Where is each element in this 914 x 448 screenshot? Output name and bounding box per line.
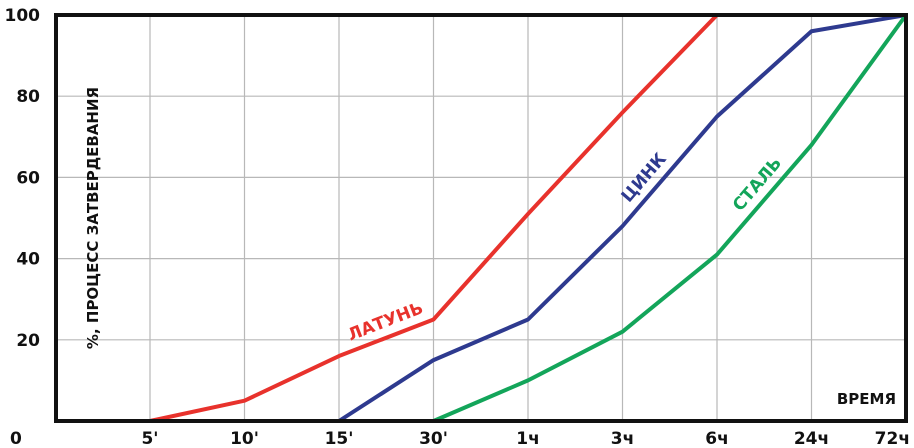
x-tick-label-3: 30': [419, 429, 448, 448]
y-tick-label-4: 100: [5, 6, 41, 26]
x-tick-label-0: 5': [141, 429, 158, 448]
x-axis-title: ВРЕМЯ: [837, 390, 896, 408]
x-tick-labels: 5' 10' 15' 30' 1ч 3ч 6ч 24ч 72ч: [141, 429, 910, 448]
x-tick-label-4: 1ч: [516, 429, 540, 448]
x-tick-label-6: 6ч: [705, 429, 729, 448]
y-tick-label-1: 40: [16, 250, 40, 270]
origin-label: 0: [10, 429, 22, 448]
y-tick-label-3: 80: [16, 87, 40, 107]
y-axis-title: %, ПРОЦЕСС ЗАТВЕРДЕВАНИЯ: [84, 87, 102, 349]
x-tick-label-5: 3ч: [611, 429, 635, 448]
x-tick-label-8: 72ч: [875, 429, 910, 448]
x-tick-label-1: 10': [230, 429, 259, 448]
y-tick-label-0: 20: [16, 331, 40, 351]
x-tick-label-7: 24ч: [794, 429, 829, 448]
x-tick-label-2: 15': [325, 429, 354, 448]
y-tick-label-2: 60: [16, 168, 40, 188]
